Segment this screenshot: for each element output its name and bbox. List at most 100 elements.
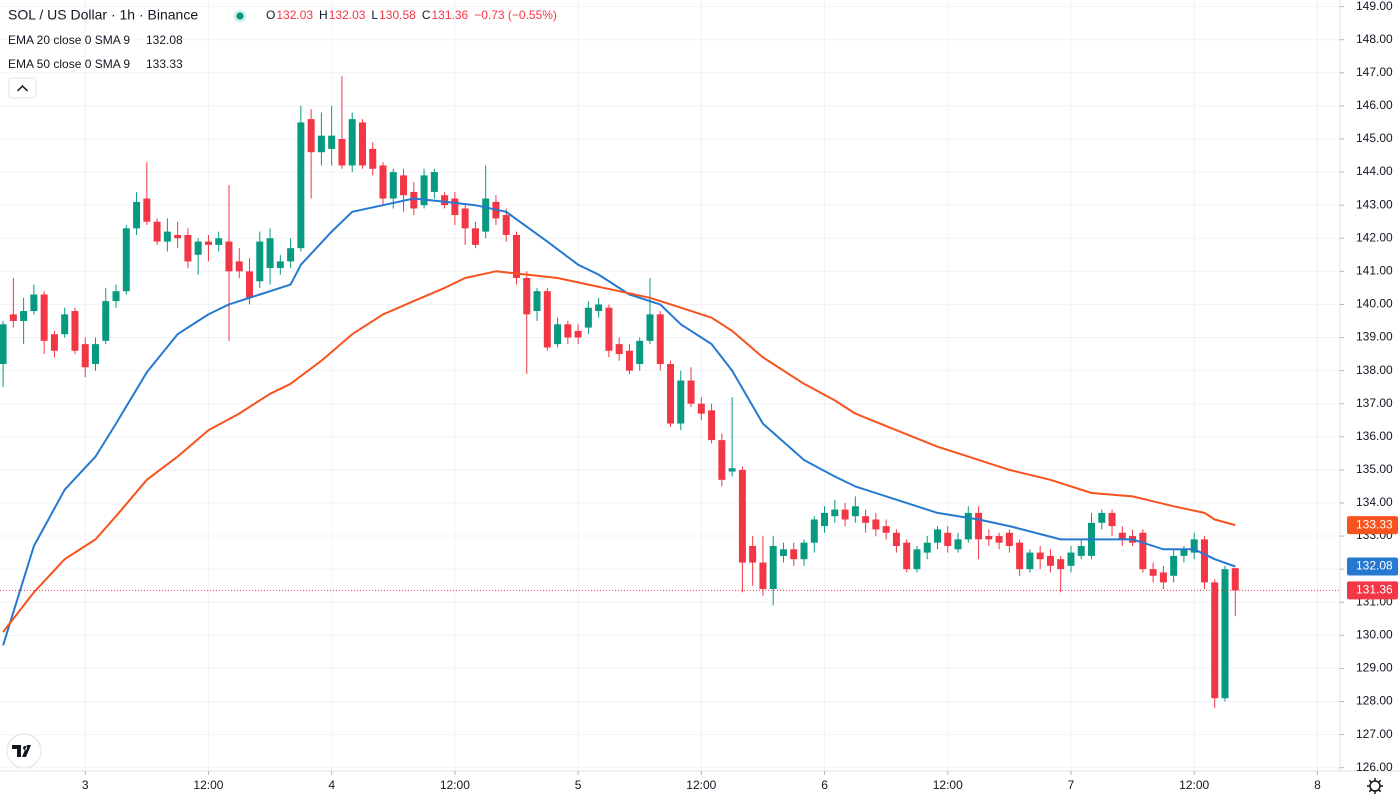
- y-tick-label: 140.00: [1356, 297, 1393, 311]
- indicator-line: [2, 270, 1236, 633]
- candle-body: [882, 526, 890, 533]
- candle-body: [646, 314, 654, 341]
- candle-body: [122, 228, 130, 292]
- candle-body: [1067, 552, 1075, 566]
- y-tick-label: 147.00: [1356, 65, 1393, 79]
- candle-body: [779, 549, 787, 556]
- candle-body: [821, 512, 829, 527]
- candle-body: [728, 468, 736, 472]
- candle-body: [1005, 532, 1013, 546]
- candle-body: [687, 380, 695, 404]
- y-tick-label: 145.00: [1356, 131, 1393, 145]
- candle-body: [1200, 539, 1208, 583]
- candle-body: [1046, 555, 1054, 566]
- logo-circle: [6, 733, 42, 769]
- candle-body: [944, 532, 952, 546]
- y-tick-label: 146.00: [1356, 98, 1393, 112]
- y-tick-label: 148.00: [1356, 32, 1393, 46]
- price-badge: [1347, 557, 1398, 576]
- candle-body: [769, 545, 777, 590]
- y-tick-label: 136.00: [1356, 429, 1393, 443]
- candle-body: [1231, 568, 1239, 591]
- candle-body: [718, 440, 726, 480]
- candle-body: [420, 175, 428, 206]
- chart-title: SOL / US Dollar · 1h · Binance: [8, 7, 198, 23]
- x-tick-label: 6: [821, 778, 828, 792]
- candle-body: [841, 509, 849, 520]
- candle-body: [1026, 552, 1034, 570]
- candle-body: [1108, 512, 1116, 527]
- candle-body: [636, 340, 644, 364]
- legend: SOL / US Dollar · 1h · Binance O 132.03 H 1…: [8, 7, 557, 99]
- candle-body: [61, 314, 69, 335]
- candle-body: [153, 221, 161, 242]
- candle-body: [461, 208, 469, 229]
- y-tick-label: 137.00: [1356, 396, 1393, 410]
- candle-body: [872, 519, 880, 530]
- candle-body: [71, 311, 79, 351]
- price-change: −0.73 (−0.55%): [474, 8, 557, 22]
- candle-body: [389, 172, 397, 199]
- tv-logo: [6, 733, 42, 769]
- candle-body: [543, 291, 551, 348]
- y-tick-label: 135.00: [1356, 462, 1393, 476]
- candle-body: [369, 148, 377, 169]
- candle-body: [923, 542, 931, 553]
- y-tick-label: 142.00: [1356, 230, 1393, 244]
- candle-body: [297, 122, 305, 249]
- plot: [0, 76, 1340, 709]
- candle-body: [215, 238, 223, 245]
- x-tick-label: 5: [575, 778, 582, 792]
- candle-body: [30, 294, 38, 312]
- candle-body: [287, 248, 295, 262]
- settings-icon[interactable]: [1367, 778, 1383, 794]
- candle-body: [471, 228, 479, 245]
- candle-body: [451, 198, 459, 216]
- candle-body: [985, 536, 993, 540]
- candle-body: [913, 549, 921, 570]
- candle-body: [851, 506, 859, 517]
- candle-body: [0, 324, 7, 364]
- ohlc-value: 131.36: [431, 8, 468, 22]
- candle-body: [400, 175, 408, 196]
- candle-body: [1016, 542, 1024, 570]
- candle-body: [133, 201, 141, 229]
- y-tick-label: 130.00: [1356, 628, 1393, 642]
- candle-body: [954, 539, 962, 550]
- collapse-button[interactable]: [8, 77, 37, 99]
- y-tick-label: 143.00: [1356, 197, 1393, 211]
- x-tick-label: 3: [82, 778, 89, 792]
- candle-body: [338, 138, 346, 166]
- candle-body: [759, 562, 767, 590]
- x-tick-label: 12:00: [933, 778, 963, 792]
- candle-body: [174, 234, 182, 239]
- candle-body: [738, 469, 746, 563]
- ohlc-key: C: [422, 8, 431, 22]
- candle-body: [1098, 512, 1106, 523]
- ohlc-value: 132.03: [276, 8, 313, 22]
- candle-body: [143, 198, 151, 222]
- price-badge-label: 131.36: [1356, 582, 1393, 596]
- x-tick-label: 12:00: [193, 778, 223, 792]
- y-tick-label: 141.00: [1356, 264, 1393, 278]
- ohlc-value: 132.03: [329, 8, 366, 22]
- x-tick-label: 7: [1068, 778, 1075, 792]
- ohlc-key: H: [319, 8, 328, 22]
- candle-body: [194, 241, 202, 255]
- y-tick-label: 139.00: [1356, 330, 1393, 344]
- candle-body: [430, 172, 438, 192]
- candle-body: [512, 234, 520, 278]
- y-tick-label: 149.00: [1356, 0, 1393, 13]
- candle-body: [790, 549, 798, 560]
- status-dot: [236, 12, 244, 20]
- candle-body: [307, 119, 315, 153]
- candle-body: [554, 324, 562, 345]
- y-tick-label: 127.00: [1356, 727, 1393, 741]
- candle-body: [810, 519, 818, 543]
- y-tick-label: 134.00: [1356, 495, 1393, 509]
- candle-body: [112, 291, 120, 302]
- candle-body: [1149, 569, 1157, 576]
- candle-body: [584, 307, 592, 328]
- candle-body: [81, 344, 89, 368]
